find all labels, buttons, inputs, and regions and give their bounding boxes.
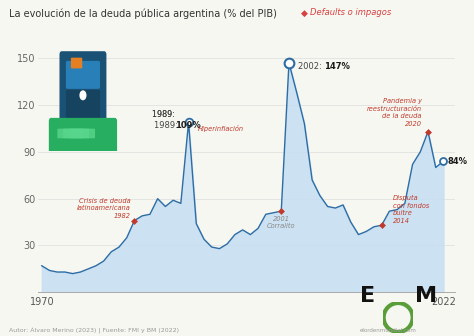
FancyBboxPatch shape [69,129,95,138]
Text: 1989:: 1989: [154,121,180,130]
FancyBboxPatch shape [63,129,89,138]
Text: 1989:: 1989: [152,110,177,119]
Text: 84%: 84% [447,157,467,166]
Text: Defaults o impagos: Defaults o impagos [310,8,392,17]
Text: 1989:: 1989: [152,110,177,119]
Text: 2001
Corralito: 2001 Corralito [267,216,295,229]
FancyBboxPatch shape [49,118,117,155]
FancyBboxPatch shape [57,129,83,138]
FancyBboxPatch shape [66,90,100,124]
Circle shape [80,91,86,99]
FancyBboxPatch shape [66,61,100,89]
Text: M: M [415,286,437,306]
Circle shape [389,308,408,327]
Text: 109%: 109% [175,121,201,130]
Text: Hiperinflación: Hiperinflación [198,125,244,132]
Text: Crisis de deuda
latinoamericana
1982: Crisis de deuda latinoamericana 1982 [77,198,131,219]
Text: ◆: ◆ [301,8,311,17]
Text: Disputa
con fondos
buitre
2014: Disputa con fondos buitre 2014 [393,195,429,224]
Text: Autor: Álvaro Merino (2023) | Fuente: FMI y BM (2022): Autor: Álvaro Merino (2023) | Fuente: FM… [9,326,180,333]
Text: elordenmundial.com: elordenmundial.com [360,328,417,333]
Text: E: E [360,286,375,306]
Text: 147%: 147% [324,61,350,71]
Text: La evolución de la deuda pública argentina (% del PIB): La evolución de la deuda pública argenti… [9,8,277,19]
FancyBboxPatch shape [60,51,106,128]
Text: 2002:: 2002: [298,61,325,71]
FancyBboxPatch shape [71,58,82,69]
Text: Pandemia y
reestructuración
de la deuda
2020: Pandemia y reestructuración de la deuda … [367,98,422,127]
